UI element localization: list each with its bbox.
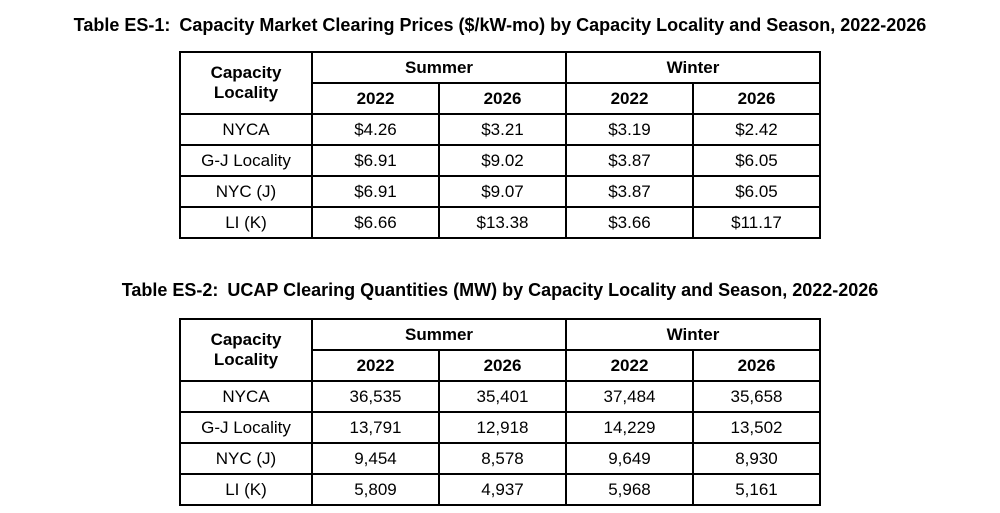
table-es1-header-row-years: 2022 2026 2022 2026 [180, 82, 821, 115]
table-es2-title-prefix: Table ES-2: [121, 280, 219, 300]
table-es2-winter-header: Winter [565, 318, 821, 351]
year-header: 2022 [311, 82, 440, 115]
year-header: 2026 [692, 349, 821, 382]
value-cell: $11.17 [692, 206, 821, 239]
value-cell: $9.02 [438, 144, 567, 177]
table-es1: Capacity Locality Summer Winter 2022 202… [179, 51, 821, 239]
table-es2: Capacity Locality Summer Winter 2022 202… [179, 318, 821, 506]
value-cell: 35,401 [438, 380, 567, 413]
locality-cell: NYC (J) [179, 442, 313, 475]
value-cell: $6.91 [311, 144, 440, 177]
table-row: NYC (J) 9,454 8,578 9,649 8,930 [179, 442, 821, 475]
table-es1-title-prefix: Table ES-1: [73, 15, 171, 35]
value-cell: $3.19 [565, 113, 694, 146]
table-es1-summer-header: Summer [311, 51, 567, 84]
value-cell: $3.21 [438, 113, 567, 146]
year-header: 2022 [565, 349, 694, 382]
value-cell: $6.05 [692, 144, 821, 177]
table-es1-winter-header: Winter [565, 51, 821, 84]
table-es1-title: Table ES-1: Capacity Market Clearing Pric… [0, 0, 1000, 37]
value-cell: 9,454 [311, 442, 440, 475]
value-cell: 8,930 [692, 442, 821, 475]
table-es1-section: Table ES-1: Capacity Market Clearing Pric… [0, 0, 1000, 239]
value-cell: $6.91 [311, 175, 440, 208]
corner-label-line2: Locality [213, 83, 279, 102]
value-cell: 9,649 [565, 442, 694, 475]
corner-label-line2: Locality [213, 350, 279, 369]
value-cell: $3.87 [565, 175, 694, 208]
table-row: NYCA $4.26 $3.21 $3.19 $2.42 [179, 113, 821, 146]
value-cell: 13,791 [311, 411, 440, 444]
value-cell: $6.05 [692, 175, 821, 208]
table-es2-title: Table ES-2: UCAP Clearing Quantities (MW)… [0, 239, 1000, 302]
value-cell: 4,937 [438, 473, 567, 506]
value-cell: 36,535 [311, 380, 440, 413]
locality-cell: NYCA [179, 113, 313, 146]
table-es2-corner-cell: Capacity Locality [179, 318, 313, 382]
corner-label-line1: Capacity [210, 330, 282, 350]
table-es2-section: Table ES-2: UCAP Clearing Quantities (MW)… [0, 239, 1000, 506]
value-cell: 12,918 [438, 411, 567, 444]
value-cell: $13.38 [438, 206, 567, 239]
table-es2-header-row-years: 2022 2026 2022 2026 [180, 349, 821, 382]
year-header: 2026 [438, 82, 567, 115]
table-es2-title-text: UCAP Clearing Quantities (MW) by Capacit… [227, 280, 879, 300]
table-es1-title-text: Capacity Market Clearing Prices ($/kW-mo… [179, 15, 927, 35]
table-es1-corner-cell: Capacity Locality [179, 51, 313, 115]
year-header: 2026 [438, 349, 567, 382]
year-header: 2022 [311, 349, 440, 382]
table-row: NYCA 36,535 35,401 37,484 35,658 [179, 380, 821, 413]
value-cell: 35,658 [692, 380, 821, 413]
value-cell: $6.66 [311, 206, 440, 239]
table-es2-header-row-groups: Capacity Locality Summer Winter [179, 318, 821, 382]
value-cell: $3.66 [565, 206, 694, 239]
table-row: G-J Locality 13,791 12,918 14,229 13,502 [179, 411, 821, 444]
year-header: 2022 [565, 82, 694, 115]
year-header: 2026 [692, 82, 821, 115]
value-cell: 8,578 [438, 442, 567, 475]
value-cell: 13,502 [692, 411, 821, 444]
value-cell: $4.26 [311, 113, 440, 146]
locality-cell: G-J Locality [179, 144, 313, 177]
value-cell: 5,161 [692, 473, 821, 506]
value-cell: 14,229 [565, 411, 694, 444]
value-cell: $3.87 [565, 144, 694, 177]
locality-cell: NYC (J) [179, 175, 313, 208]
table-row: G-J Locality $6.91 $9.02 $3.87 $6.05 [179, 144, 821, 177]
table-row: NYC (J) $6.91 $9.07 $3.87 $6.05 [179, 175, 821, 208]
value-cell: 5,968 [565, 473, 694, 506]
value-cell: $9.07 [438, 175, 567, 208]
value-cell: 37,484 [565, 380, 694, 413]
locality-cell: G-J Locality [179, 411, 313, 444]
table-row: LI (K) $6.66 $13.38 $3.66 $11.17 [179, 206, 821, 239]
table-es2-summer-header: Summer [311, 318, 567, 351]
locality-cell: LI (K) [179, 206, 313, 239]
locality-cell: NYCA [179, 380, 313, 413]
value-cell: 5,809 [311, 473, 440, 506]
value-cell: $2.42 [692, 113, 821, 146]
corner-label-line1: Capacity [210, 63, 282, 83]
locality-cell: LI (K) [179, 473, 313, 506]
table-row: LI (K) 5,809 4,937 5,968 5,161 [179, 473, 821, 506]
table-es1-header-row-groups: Capacity Locality Summer Winter [179, 51, 821, 115]
